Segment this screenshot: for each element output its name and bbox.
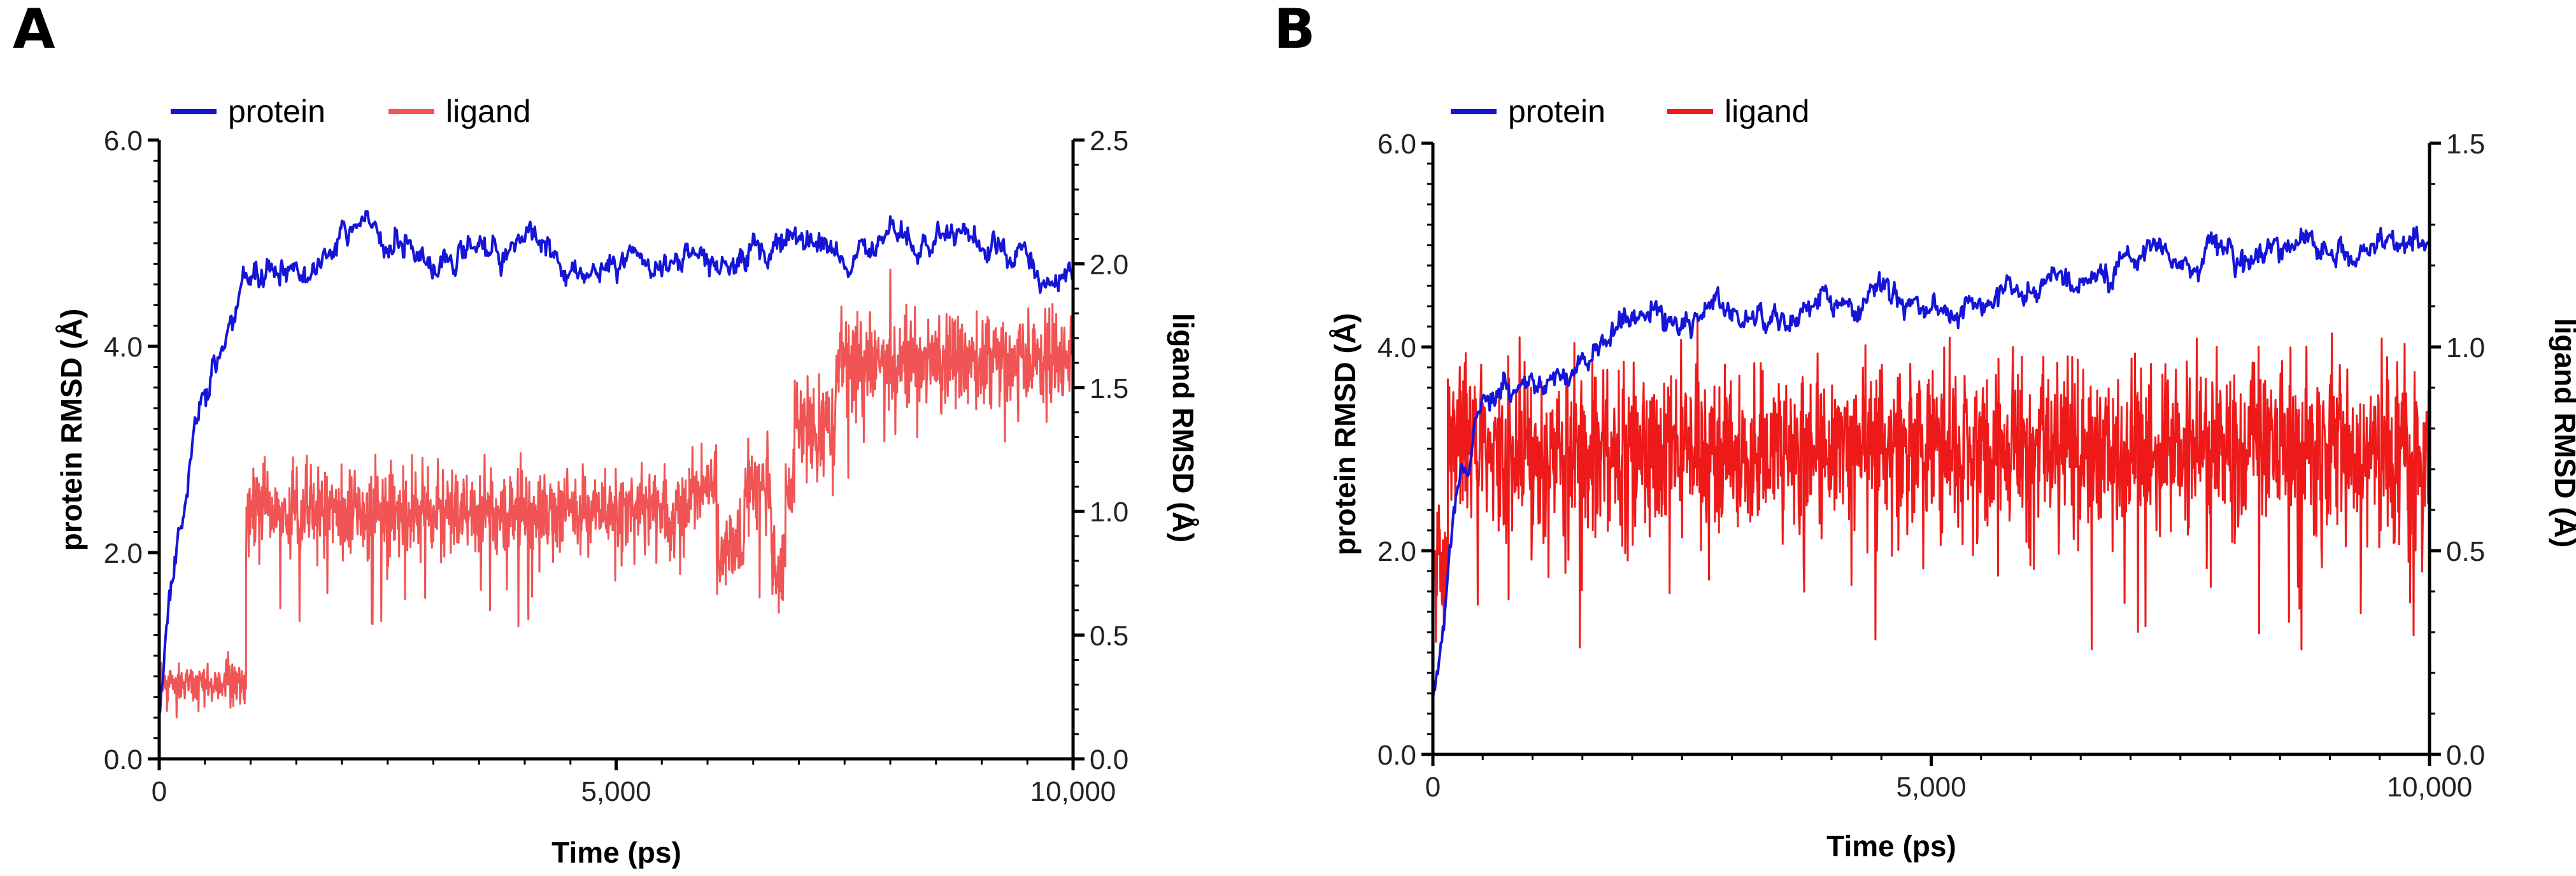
panel-a-xtick-label: 5,000 <box>581 776 651 807</box>
panel-b-ylabel: protein RMSD (Å) <box>1328 313 1362 556</box>
panel-b-xtick-label: 0 <box>1425 772 1441 803</box>
panel-b-xlabel: Time (ps) <box>1826 830 1956 863</box>
panel-a-y2tick-label: 1.0 <box>1090 497 1128 528</box>
panel-a-ytick-label: 6.0 <box>104 125 143 157</box>
panel-b-ligand-line <box>1432 315 2431 651</box>
panel-b-legend-protein-label: protein <box>1508 94 1605 129</box>
panel-a-y2tick-label: 0.0 <box>1090 744 1128 775</box>
panel-a-y2tick-label: 0.5 <box>1090 621 1128 652</box>
panel-b-xtick-label: 10,000 <box>2387 772 2473 803</box>
panel-b-legend-ligand-label: ligand <box>1725 94 1809 129</box>
panel-b-y2tick-label: 1.5 <box>2446 129 2485 160</box>
panel-a-chart: A protein ligand 0.0 2.0 4.0 6.0 0.0 0.5 1.0 1.… <box>13 0 1200 869</box>
panel-a-label: A <box>13 0 55 61</box>
panel-b-y2label: ligand RMSD (Å) <box>2549 318 2576 548</box>
panel-a-y2tick-label: 2.0 <box>1090 249 1128 280</box>
panel-b-series <box>1432 225 2431 700</box>
panel-a-series <box>158 210 1074 719</box>
panel-a-y2tick-label: 1.5 <box>1090 373 1128 404</box>
panel-b-protein-line <box>1432 225 2431 700</box>
panel-a-xlabel: Time (ps) <box>551 836 681 869</box>
panel-a-protein-line <box>158 210 1074 716</box>
panel-b-y2tick-label: 0.0 <box>2446 740 2485 771</box>
panel-b-ytick-label: 0.0 <box>1377 740 1416 771</box>
panel-b-axes: 0.0 2.0 4.0 6.0 0.0 0.5 1.0 1.5 0 5,000 10,000 <box>1377 129 2485 803</box>
panel-b-ytick-label: 4.0 <box>1377 332 1416 364</box>
panel-b-chart: B protein ligand 0.0 2.0 4.0 6.0 0.0 0.5 1.0 1.… <box>1274 0 2576 863</box>
panel-a-xtick-label: 0 <box>152 776 167 807</box>
panel-b-label: B <box>1274 0 1316 61</box>
panel-a-ylabel: protein RMSD (Å) <box>55 309 88 551</box>
panel-b-y2tick-label: 1.0 <box>2446 332 2485 364</box>
panel-b-ytick-label: 2.0 <box>1377 536 1416 567</box>
panel-a-ytick-label: 2.0 <box>104 538 143 569</box>
panel-a-axes: 0.0 2.0 4.0 6.0 0.0 0.5 1.0 1.5 2.0 2.5 0 5,000 10,0… <box>104 125 1128 807</box>
panel-a-ytick-label: 4.0 <box>104 332 143 363</box>
panel-a-xtick-label: 10,000 <box>1030 776 1116 807</box>
panel-a-ligand-line <box>158 268 1074 719</box>
panel-a-y2label: ligand RMSD (Å) <box>1167 313 1200 542</box>
panel-a-legend: protein ligand <box>171 94 530 129</box>
panel-a-legend-protein-label: protein <box>228 94 325 129</box>
panel-a-y2tick-label: 2.5 <box>1090 125 1128 157</box>
panel-b-xtick-label: 5,000 <box>1896 772 1966 803</box>
panel-b-y2tick-label: 0.5 <box>2446 536 2485 567</box>
panel-a-legend-ligand-label: ligand <box>446 94 530 129</box>
panel-b-ytick-label: 6.0 <box>1377 129 1416 160</box>
panel-a-ytick-label: 0.0 <box>104 744 143 775</box>
panel-b-legend: protein ligand <box>1451 94 1809 129</box>
